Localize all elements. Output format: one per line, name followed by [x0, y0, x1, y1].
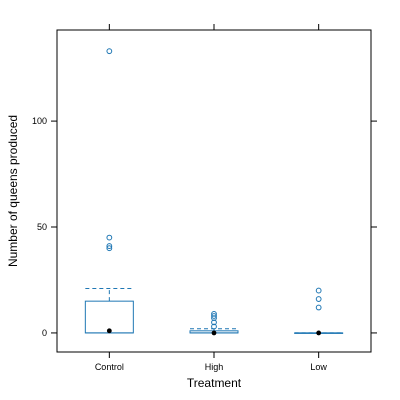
y-tick-label-0: 0 — [42, 328, 47, 338]
outlier-point-1 — [211, 319, 217, 326]
median-marker — [316, 330, 322, 336]
y-axis-title: Number of queens produced — [6, 115, 20, 267]
box-control — [84, 48, 134, 334]
plot-frame — [56, 29, 372, 353]
boxes-layer — [84, 48, 344, 336]
box-low — [294, 287, 344, 336]
outlier-point-0 — [315, 304, 322, 311]
x-axis-title: Treatment — [187, 376, 242, 390]
x-tick-label-0: Control — [95, 362, 124, 372]
y-tick-label-1: 50 — [37, 222, 47, 232]
box-high — [189, 310, 239, 336]
outlier-point-2 — [106, 234, 113, 241]
outlier-point-2 — [211, 315, 217, 322]
outlier-point-3 — [211, 313, 217, 319]
outlier-point-0 — [106, 245, 113, 252]
box-body — [84, 300, 134, 334]
outlier-point-1 — [315, 296, 322, 302]
x-tick-label-1: High — [205, 362, 224, 372]
median-marker — [211, 330, 217, 336]
median-marker — [106, 328, 112, 334]
axis-ticks: 0 50 100 Control High Low — [32, 24, 377, 372]
outlier-point-1 — [106, 243, 113, 249]
outlier-point-4 — [211, 310, 217, 317]
outlier-point-2 — [315, 287, 322, 294]
outlier-point-0 — [211, 323, 217, 330]
y-tick-label-2: 100 — [32, 116, 47, 126]
x-tick-label-2: Low — [310, 362, 327, 372]
outlier-point-3 — [106, 48, 113, 55]
